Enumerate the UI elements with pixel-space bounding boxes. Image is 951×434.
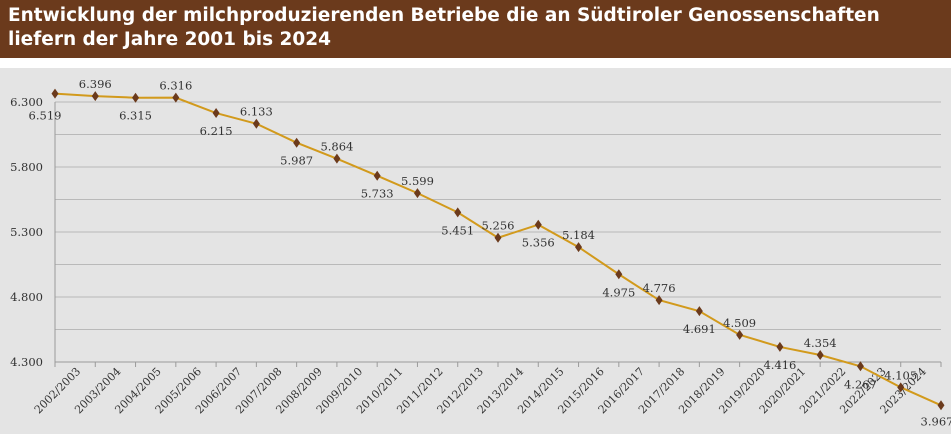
data-label: 5.864 [320,140,353,154]
y-tick-label: 4.800 [10,290,43,304]
data-label: 3.967 [921,414,951,428]
data-point [91,91,99,102]
data-label: 6.133 [240,105,273,119]
y-tick-label: 5.800 [10,160,43,174]
data-point [856,361,864,372]
x-axis-ticks: 2002/20032003/20042004/20052005/20062006… [32,365,929,416]
y-tick-label: 4.300 [10,355,43,369]
data-point [575,242,583,253]
chart-area: 6.300 5.800 5.300 4.800 4.300 2002/2003 2003/… [0,68,951,434]
data-label: 4.975 [602,285,635,299]
data-point [413,188,421,199]
data-label: 4.509 [723,316,756,330]
data-label: 5.599 [401,174,434,188]
data-point [736,329,744,340]
data-label: 4.267 [844,377,877,391]
data-point [373,170,381,181]
data-point [333,153,341,164]
series-line [54,92,942,407]
y-axis-ticks: 6.300 5.800 5.300 4.800 4.300 [10,95,43,369]
data-point [252,118,260,129]
data-point [816,349,824,360]
data-point [695,306,703,317]
data-label: 4.416 [763,358,796,372]
line-chart: 6.300 5.800 5.300 4.800 4.300 2002/20032003/… [10,77,951,428]
data-point [534,219,542,230]
data-label: 4.354 [804,336,837,350]
data-point [615,269,623,280]
chart-title: Entwicklung der milchproduzierenden Betr… [0,0,951,58]
data-label: 5.356 [522,236,555,250]
data-label: 6.396 [79,77,112,91]
data-label: 6.315 [119,109,152,123]
data-label: 5.184 [562,228,595,242]
data-point [293,137,301,148]
data-label: 5.451 [441,223,474,237]
data-point [937,400,945,411]
data-label: 5.733 [361,187,394,201]
data-labels: 6.519 6.396 6.315 6.316 6.215 6.133 5.987 5.864… [29,77,951,428]
y-tick-label: 5.300 [10,225,43,239]
data-point [494,232,502,243]
y-tick-label: 6.300 [10,95,43,109]
data-point [51,88,59,99]
data-label: 5.256 [482,219,515,233]
data-point [897,382,905,393]
data-label: 4.776 [643,281,676,295]
series-polyline [54,92,942,407]
data-point [132,92,140,103]
data-label: 6.215 [200,124,233,138]
data-label: 6.519 [29,109,62,123]
data-point [655,295,663,306]
data-label: 4.691 [683,322,716,336]
data-point [172,92,180,103]
data-label: 5.987 [280,154,313,168]
data-point [454,207,462,218]
data-markers [51,88,945,411]
x-axis [54,102,942,367]
data-label: 4.105 [884,368,917,382]
data-label: 6.316 [159,79,192,93]
data-point [776,341,784,352]
data-point [212,108,220,119]
